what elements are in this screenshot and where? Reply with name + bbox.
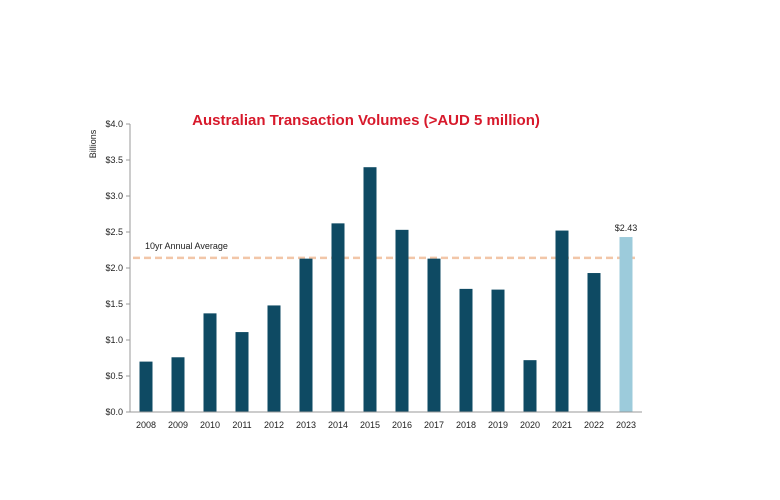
bars-group: $2.43 xyxy=(139,167,638,412)
bar xyxy=(523,360,537,412)
bar xyxy=(171,357,185,412)
bar xyxy=(299,258,313,412)
x-tick-label: 2022 xyxy=(584,420,604,430)
y-tick-label: $1.5 xyxy=(105,299,123,309)
x-tick-label: 2023 xyxy=(616,420,636,430)
y-tick-label: $3.5 xyxy=(105,155,123,165)
y-tick-label: $2.0 xyxy=(105,263,123,273)
x-tick-label: 2016 xyxy=(392,420,412,430)
x-tick-label: 2015 xyxy=(360,420,380,430)
y-tick-label: $0.0 xyxy=(105,407,123,417)
y-axis-label: Billions xyxy=(88,129,98,158)
chart-title: Australian Transaction Volumes (>AUD 5 m… xyxy=(192,112,540,129)
x-tick-label: 2014 xyxy=(328,420,348,430)
average-line-group: 10yr Annual Average xyxy=(133,241,638,260)
x-tick-label: 2012 xyxy=(264,420,284,430)
y-tick-label: $4.0 xyxy=(105,119,123,129)
x-tick-label: 2018 xyxy=(456,420,476,430)
bar xyxy=(363,167,377,412)
y-tick-label: $3.0 xyxy=(105,191,123,201)
y-tick-label: $2.5 xyxy=(105,227,123,237)
x-tick-label: 2021 xyxy=(552,420,572,430)
bar xyxy=(331,223,345,412)
axes-group: $0.0 $0.5 $1.0 $1.5 $2.0 $2.5 $3.0 $3.5 $4.0 2008… xyxy=(105,119,642,430)
bar xyxy=(235,332,249,412)
x-tick-label: 2019 xyxy=(488,420,508,430)
x-tick-label: 2013 xyxy=(296,420,316,430)
bar xyxy=(139,361,153,412)
bar xyxy=(459,288,473,412)
x-tick-label: 2008 xyxy=(136,420,156,430)
data-label: $2.43 xyxy=(615,223,638,233)
bar xyxy=(395,229,409,412)
bar xyxy=(587,273,601,412)
x-tick-label: 2020 xyxy=(520,420,540,430)
x-tick-label: 2010 xyxy=(200,420,220,430)
bar xyxy=(203,313,217,412)
average-line-label: 10yr Annual Average xyxy=(145,241,228,251)
bar xyxy=(427,258,441,412)
x-tick-label: 2017 xyxy=(424,420,444,430)
bar xyxy=(491,289,505,412)
bar xyxy=(555,230,569,412)
bar-highlight xyxy=(619,237,633,412)
x-tick-label: 2009 xyxy=(168,420,188,430)
y-tick-label: $1.0 xyxy=(105,335,123,345)
x-tick-label: 2011 xyxy=(232,420,251,430)
bar xyxy=(267,305,281,412)
y-tick-label: $0.5 xyxy=(105,371,123,381)
